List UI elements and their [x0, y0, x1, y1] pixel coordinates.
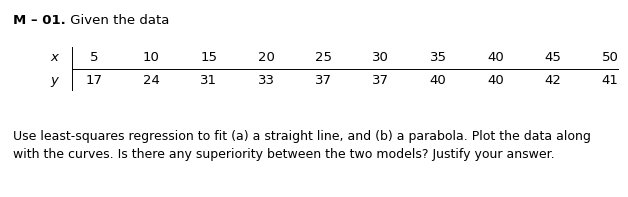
Text: M – 01.: M – 01. [13, 14, 66, 27]
Text: 10: 10 [143, 50, 160, 63]
Text: 30: 30 [372, 50, 389, 63]
Text: 20: 20 [257, 50, 274, 63]
Text: 40: 40 [487, 73, 504, 86]
Text: Use least-squares regression to fit (a) a straight line, and (b) a parabola. Plo: Use least-squares regression to fit (a) … [13, 130, 591, 143]
Text: 40: 40 [487, 50, 504, 63]
Text: 17: 17 [85, 73, 102, 86]
Text: 42: 42 [544, 73, 561, 86]
Text: 5: 5 [90, 50, 98, 63]
Text: with the curves. Is there any superiority between the two models? Justify your a: with the curves. Is there any superiorit… [13, 148, 555, 161]
Text: y: y [50, 73, 58, 86]
Text: Given the data: Given the data [66, 14, 169, 27]
Text: 41: 41 [602, 73, 619, 86]
Text: 24: 24 [143, 73, 160, 86]
Text: 40: 40 [430, 73, 447, 86]
Text: 37: 37 [315, 73, 332, 86]
Text: 45: 45 [544, 50, 561, 63]
Text: 33: 33 [257, 73, 274, 86]
Text: 37: 37 [372, 73, 389, 86]
Text: 31: 31 [200, 73, 217, 86]
Text: 15: 15 [200, 50, 217, 63]
Text: 25: 25 [315, 50, 332, 63]
Text: x: x [50, 50, 58, 63]
Text: 35: 35 [430, 50, 447, 63]
Text: 50: 50 [602, 50, 619, 63]
